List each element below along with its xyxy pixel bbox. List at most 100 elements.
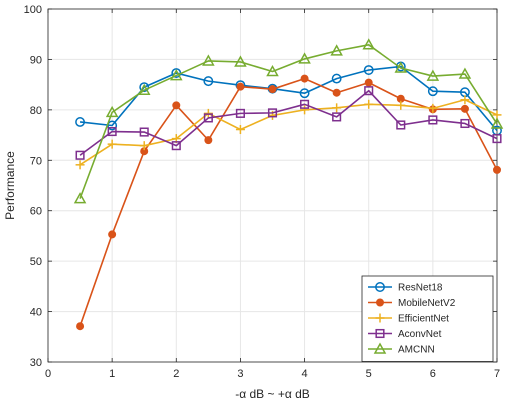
x-tick-label: 0 bbox=[45, 368, 51, 380]
legend-item-mobilenetv2: MobileNetV2 bbox=[368, 298, 456, 309]
marker-aconvnet bbox=[492, 134, 502, 144]
marker-amcnn bbox=[202, 54, 215, 66]
marker-amcnn bbox=[234, 55, 247, 67]
marker-efficientnet bbox=[139, 141, 149, 151]
marker-amcnn bbox=[426, 69, 440, 81]
y-tick-label: 30 bbox=[30, 357, 42, 369]
legend-label: ResNet18 bbox=[398, 283, 443, 294]
legend-marker bbox=[375, 313, 385, 323]
marker-resnet18 bbox=[331, 73, 342, 84]
marker-efficientnet bbox=[396, 100, 406, 110]
legend-marker bbox=[375, 328, 385, 339]
marker-aconvnet bbox=[235, 108, 245, 118]
marker-aconvnet bbox=[139, 127, 149, 137]
marker-mobilenetv2 bbox=[364, 78, 373, 87]
series-amcnn bbox=[73, 38, 504, 204]
marker-amcnn bbox=[73, 192, 87, 204]
x-tick-label: 1 bbox=[109, 368, 115, 380]
y-tick-label: 40 bbox=[30, 307, 42, 319]
legend-item-aconvnet: AconvNet bbox=[368, 328, 442, 340]
line-efficientnet bbox=[79, 98, 498, 166]
marker-aconvnet bbox=[75, 150, 85, 160]
marker-amcnn bbox=[170, 69, 183, 81]
marker-efficientnet bbox=[428, 103, 438, 113]
axes-box bbox=[47, 8, 498, 363]
x-tick-label: 5 bbox=[366, 368, 372, 380]
y-tick-label: 70 bbox=[30, 155, 42, 167]
marker-efficientnet bbox=[235, 125, 245, 135]
y-tick-label: 60 bbox=[30, 206, 42, 218]
marker-mobilenetv2 bbox=[460, 104, 469, 113]
legend-marker bbox=[375, 282, 385, 292]
marker-aconvnet bbox=[364, 86, 374, 96]
marker-mobilenetv2 bbox=[300, 74, 309, 83]
marker-amcnn bbox=[298, 52, 311, 64]
legend-marker bbox=[376, 298, 384, 307]
legend-item-resnet18: ResNet18 bbox=[368, 282, 443, 294]
x-tick-label: 4 bbox=[302, 368, 308, 380]
x-tick-label: 6 bbox=[430, 368, 436, 380]
legend-item-efficientnet: EfficientNet bbox=[368, 313, 449, 325]
series-efficientnet bbox=[75, 95, 502, 170]
x-tick-label: 7 bbox=[494, 368, 500, 380]
marker-amcnn bbox=[490, 117, 504, 129]
marker-resnet18 bbox=[203, 76, 214, 87]
marker-aconvnet bbox=[300, 99, 310, 109]
marker-resnet18 bbox=[363, 65, 374, 75]
marker-resnet18 bbox=[427, 86, 438, 97]
marker-aconvnet bbox=[332, 112, 342, 122]
marker-aconvnet bbox=[460, 118, 470, 129]
line-amcnn bbox=[79, 44, 498, 199]
legend-label: AconvNet bbox=[398, 329, 442, 340]
marker-mobilenetv2 bbox=[172, 101, 181, 110]
x-tick-label: 2 bbox=[173, 368, 179, 380]
marker-aconvnet bbox=[203, 113, 213, 123]
legend-label: AMCNN bbox=[398, 345, 435, 356]
marker-mobilenetv2 bbox=[236, 82, 245, 91]
marker-resnet18 bbox=[299, 88, 310, 99]
marker-mobilenetv2 bbox=[108, 230, 117, 239]
tick-labels: 0 1 2 3 4 5 6 7 30 40 50 60 70 80 90 100 bbox=[24, 4, 500, 380]
marker-aconvnet bbox=[267, 108, 278, 118]
marker-efficientnet bbox=[332, 103, 342, 113]
y-tick-label: 50 bbox=[30, 256, 42, 268]
marker-amcnn bbox=[458, 67, 472, 79]
marker-amcnn bbox=[105, 105, 119, 118]
marker-efficientnet bbox=[364, 99, 374, 109]
marker-aconvnet bbox=[107, 126, 117, 137]
y-tick-label: 100 bbox=[24, 4, 42, 16]
legend-label: MobileNetV2 bbox=[398, 298, 456, 309]
marker-amcnn bbox=[137, 83, 151, 95]
series-aconvnet bbox=[75, 86, 502, 160]
marker-aconvnet bbox=[171, 141, 181, 151]
marker-efficientnet bbox=[300, 105, 310, 115]
x-tick-label: 3 bbox=[237, 368, 243, 380]
y-axis-label: Performance bbox=[3, 151, 17, 220]
legend-label: EfficientNet bbox=[398, 314, 449, 325]
x-axis-label: -α dB ~ +α dB bbox=[235, 387, 310, 401]
marker-mobilenetv2 bbox=[76, 322, 85, 331]
marker-efficientnet bbox=[75, 160, 85, 170]
legend-item-amcnn: AMCNN bbox=[368, 342, 435, 356]
marker-amcnn bbox=[330, 44, 343, 56]
axes bbox=[47, 8, 498, 363]
marker-efficientnet bbox=[460, 95, 470, 105]
marker-mobilenetv2 bbox=[268, 85, 277, 94]
legend: ResNet18 MobileNetV2 EfficientNet AconvNet A… bbox=[361, 275, 494, 362]
line-resnet18 bbox=[79, 65, 498, 132]
y-tick-label: 90 bbox=[30, 54, 42, 66]
series-layer bbox=[73, 38, 504, 331]
marker-aconvnet bbox=[396, 120, 406, 130]
marker-mobilenetv2 bbox=[493, 165, 501, 174]
y-tick-label: 80 bbox=[30, 105, 42, 117]
marker-efficientnet bbox=[107, 139, 117, 149]
marker-resnet18 bbox=[139, 82, 150, 93]
marker-amcnn bbox=[266, 64, 279, 77]
marker-aconvnet bbox=[428, 115, 438, 125]
marker-mobilenetv2 bbox=[332, 88, 341, 97]
marker-resnet18 bbox=[75, 117, 86, 127]
marker-amcnn bbox=[394, 61, 408, 73]
line-aconvnet bbox=[79, 89, 498, 156]
legend-marker bbox=[373, 342, 387, 354]
